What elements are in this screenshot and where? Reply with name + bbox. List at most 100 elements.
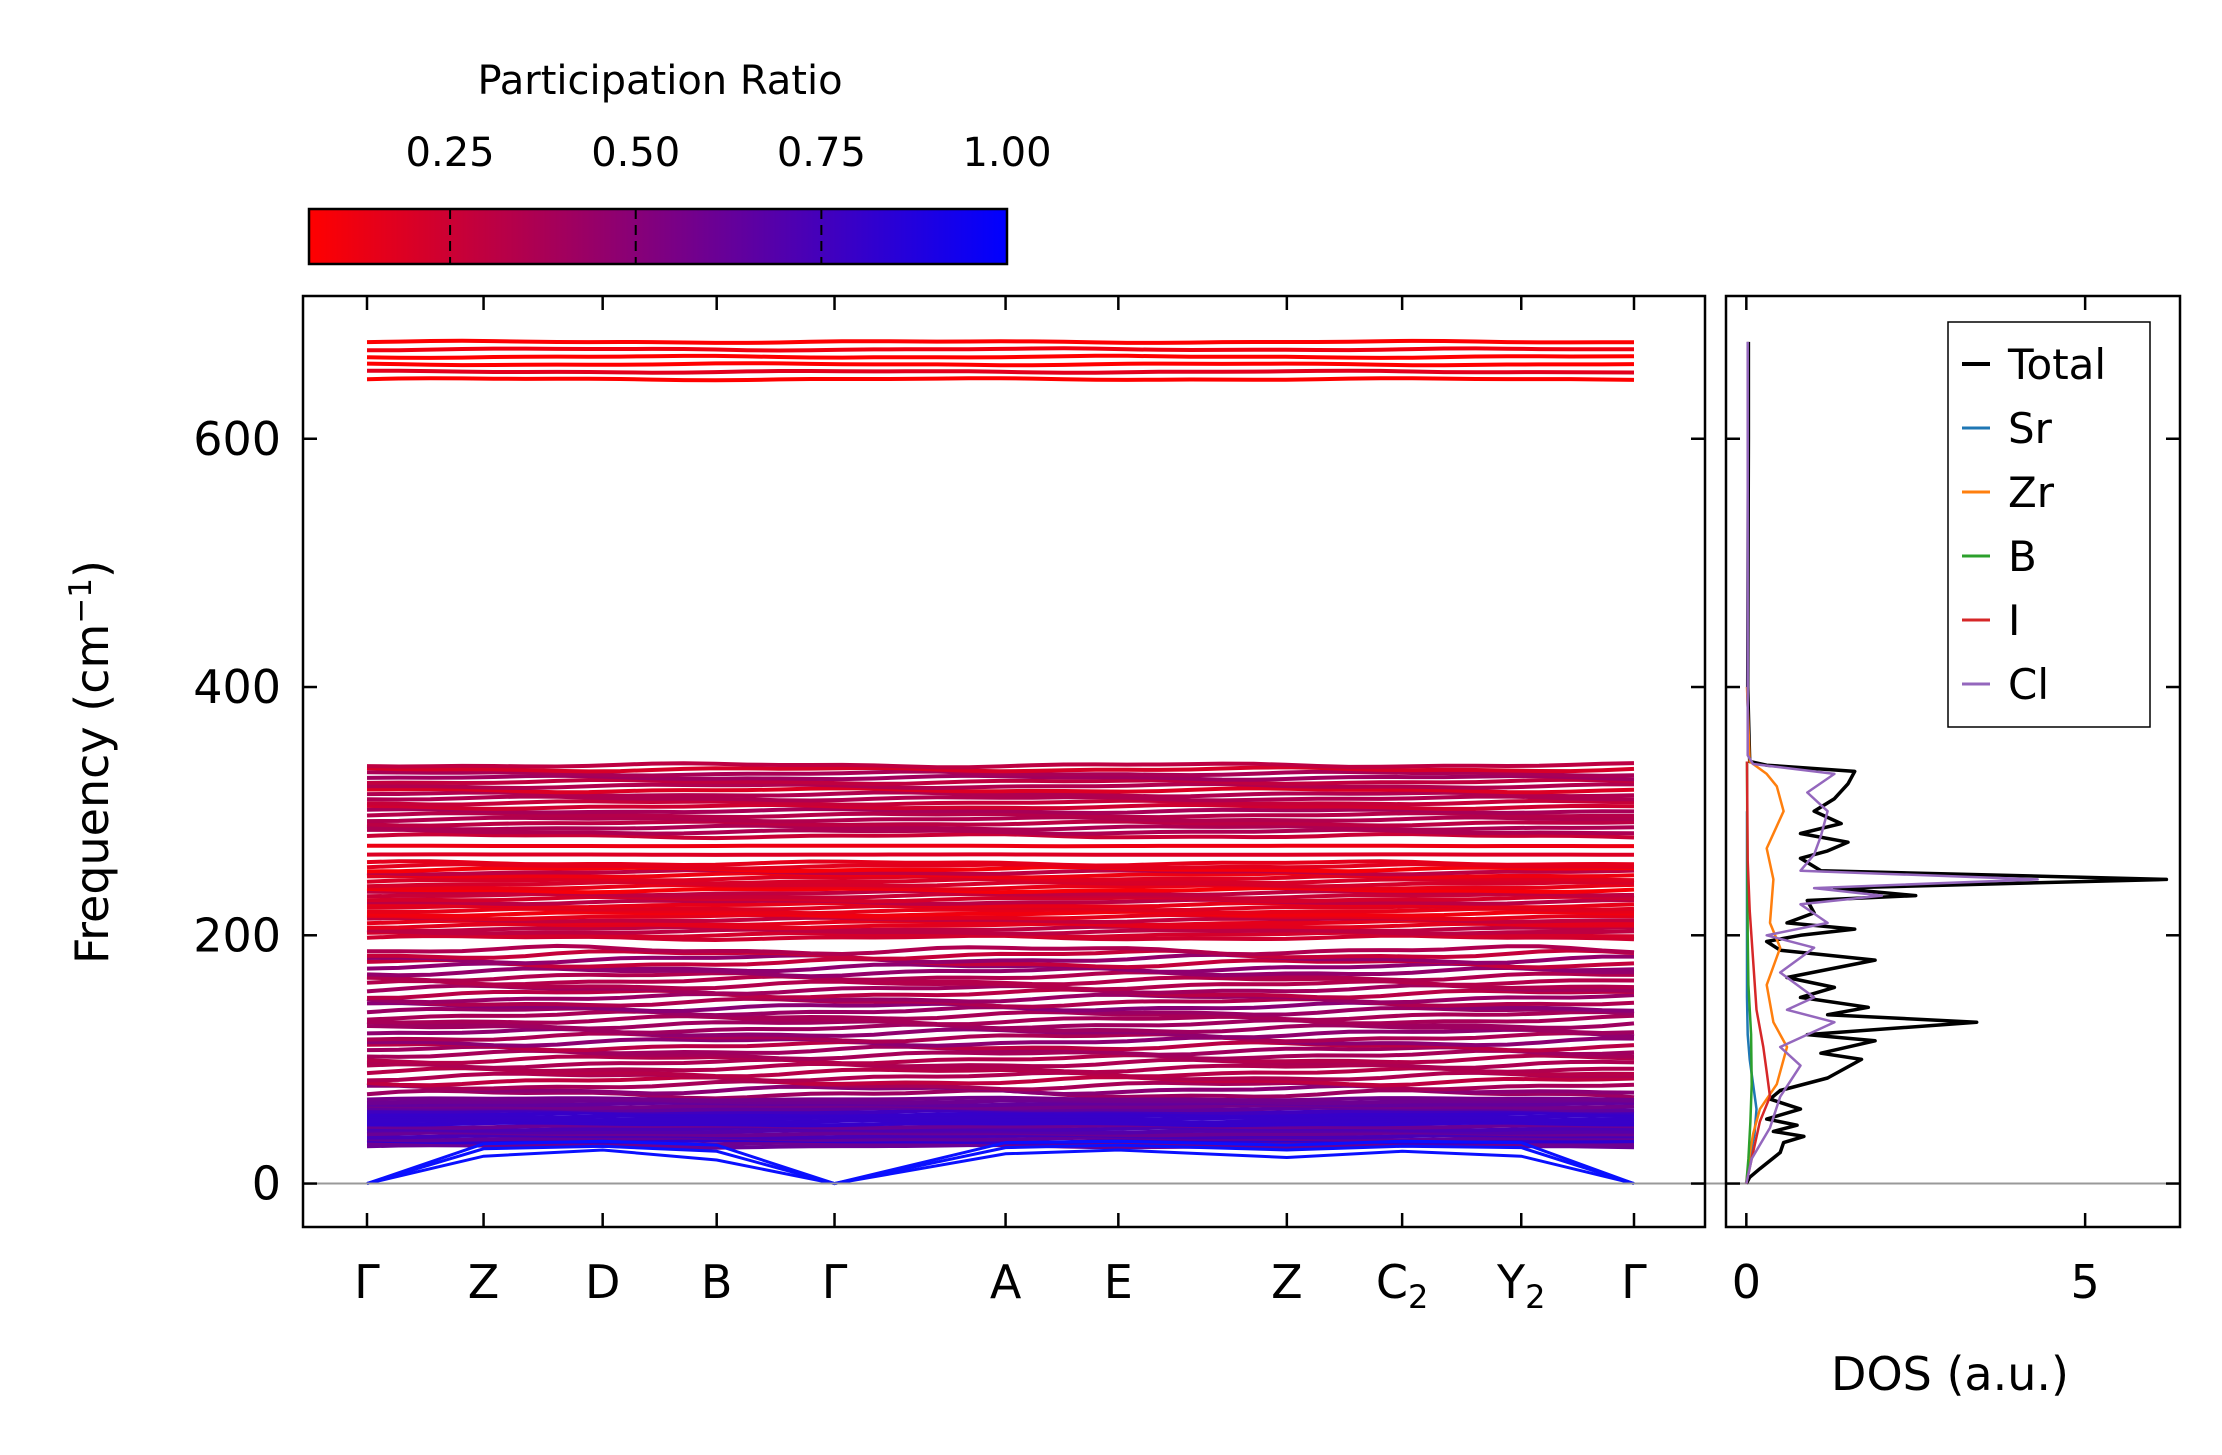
band-line bbox=[366, 894, 1635, 904]
kpoint-label: Γ bbox=[822, 1255, 848, 1309]
colorbar-tick-label: 0.75 bbox=[777, 130, 866, 176]
band-structure-panel: 0 200 400 600 Γ Z D B Γ A E Z C2 Y2 Γ Frequency (cm−1… bbox=[63, 294, 2180, 1316]
frequency-axis-label: Frequency (cm−1) bbox=[63, 560, 119, 964]
band-line bbox=[366, 885, 1635, 895]
band-line bbox=[366, 815, 1634, 824]
frequency-tick-label: 200 bbox=[193, 908, 281, 962]
band-line bbox=[366, 987, 1634, 1000]
band-line bbox=[366, 338, 1634, 345]
band-line bbox=[366, 948, 1635, 961]
band-line bbox=[366, 1110, 1635, 1118]
band-line bbox=[366, 1113, 1635, 1120]
band-line bbox=[366, 806, 1635, 816]
acoustic-branch bbox=[366, 1139, 1635, 1186]
dos-curves bbox=[1744, 341, 2169, 1185]
kpoint-label: Z bbox=[1271, 1255, 1303, 1309]
dos-y-ticks bbox=[1726, 437, 2180, 1185]
band-line bbox=[366, 1009, 1635, 1023]
legend-label: Cl bbox=[2008, 660, 2049, 709]
dos-series-cl bbox=[1745, 341, 2039, 1184]
band-line bbox=[366, 1057, 1635, 1070]
legend: Total Sr Zr BI Cl bbox=[1947, 321, 2151, 728]
frequency-tick-label: 600 bbox=[193, 412, 281, 466]
dos-x-tick-label: 5 bbox=[2070, 1255, 2099, 1309]
band-line bbox=[366, 868, 1635, 877]
band-line bbox=[366, 859, 1635, 868]
band-line bbox=[366, 1123, 1635, 1130]
acoustic-branch bbox=[366, 1143, 1635, 1186]
band-line bbox=[366, 353, 1635, 360]
band-line bbox=[366, 897, 1634, 907]
band-line bbox=[366, 769, 1635, 778]
colorbar-tick-labels: 0.25 0.50 0.75 1.00 bbox=[406, 130, 1052, 176]
band-line bbox=[366, 852, 1635, 857]
kpoint-label: D bbox=[585, 1255, 620, 1309]
band-line bbox=[366, 1103, 1635, 1110]
band-line bbox=[366, 952, 1634, 966]
band-line bbox=[366, 1031, 1635, 1044]
band-line bbox=[366, 882, 1635, 892]
acoustic-branch bbox=[366, 1148, 1635, 1186]
kpoint-label: B bbox=[701, 1255, 733, 1309]
band-line bbox=[366, 1070, 1634, 1083]
frequency-tick-label: 0 bbox=[252, 1157, 281, 1211]
band-line bbox=[366, 811, 1635, 820]
colorbar: Participation Ratio 0.25 0.50 0.75 1.00 bbox=[307, 58, 1052, 266]
frequency-tick-label: 400 bbox=[193, 660, 281, 714]
dos-plot-frame bbox=[1724, 294, 2182, 1229]
band-line bbox=[366, 798, 1635, 807]
band-line bbox=[366, 786, 1635, 795]
band-line bbox=[366, 1095, 1635, 1103]
band-line bbox=[366, 996, 1635, 1009]
band-line bbox=[366, 1135, 1635, 1143]
band-line bbox=[366, 827, 1635, 836]
band-line bbox=[366, 777, 1635, 786]
band-line bbox=[366, 761, 1635, 770]
band-line bbox=[366, 1039, 1635, 1053]
band-line bbox=[366, 871, 1635, 880]
band-line bbox=[366, 991, 1635, 1005]
legend-items: Total Sr Zr BI Cl bbox=[1962, 340, 2106, 709]
band-line bbox=[366, 1053, 1635, 1066]
band-line bbox=[366, 790, 1635, 799]
dos-series-b bbox=[1745, 761, 1753, 1184]
band-line bbox=[366, 924, 1635, 934]
band-lines bbox=[366, 338, 1635, 1186]
band-line bbox=[366, 1125, 1635, 1133]
kpoint-label: Γ bbox=[1621, 1255, 1647, 1309]
colorbar-tick-label: 0.25 bbox=[406, 130, 495, 176]
band-line bbox=[366, 361, 1635, 368]
band-line bbox=[366, 1100, 1635, 1108]
band-line bbox=[366, 1079, 1635, 1092]
band-line bbox=[366, 1075, 1635, 1088]
band-line bbox=[366, 802, 1635, 811]
kpoint-label: E bbox=[1104, 1255, 1133, 1309]
band-line bbox=[367, 368, 1635, 375]
kpath-axis: Γ Z D B Γ A E Z C2 Y2 Γ bbox=[354, 296, 1647, 1316]
colorbar-ticks bbox=[449, 209, 823, 264]
dos-x-tick-label: 0 bbox=[1732, 1255, 1761, 1309]
legend-label: Sr bbox=[2008, 404, 2053, 453]
kpoint-label: Z bbox=[468, 1255, 500, 1309]
band-line bbox=[366, 970, 1635, 983]
kpoint-label: Γ bbox=[354, 1255, 380, 1309]
band-line bbox=[366, 1098, 1635, 1106]
legend-frame bbox=[1947, 321, 2151, 728]
band-line bbox=[366, 864, 1634, 874]
band-line bbox=[366, 819, 1635, 828]
band-line bbox=[366, 773, 1635, 782]
legend-label: I bbox=[2008, 596, 2020, 645]
colorbar-label: Participation Ratio bbox=[477, 58, 842, 104]
band-line bbox=[366, 974, 1635, 987]
band-line bbox=[366, 909, 1635, 919]
band-plot-frame bbox=[301, 294, 1707, 1229]
band-line bbox=[366, 1018, 1635, 1031]
legend-label: B bbox=[2008, 532, 2037, 581]
band-line bbox=[366, 912, 1635, 922]
kpoint-label: C2 bbox=[1376, 1255, 1428, 1316]
kpoint-label: A bbox=[990, 1255, 1022, 1309]
frequency-axis: 0 200 400 600 bbox=[193, 412, 1705, 1211]
dos-axis-label: DOS (a.u.) bbox=[1831, 1347, 2069, 1401]
